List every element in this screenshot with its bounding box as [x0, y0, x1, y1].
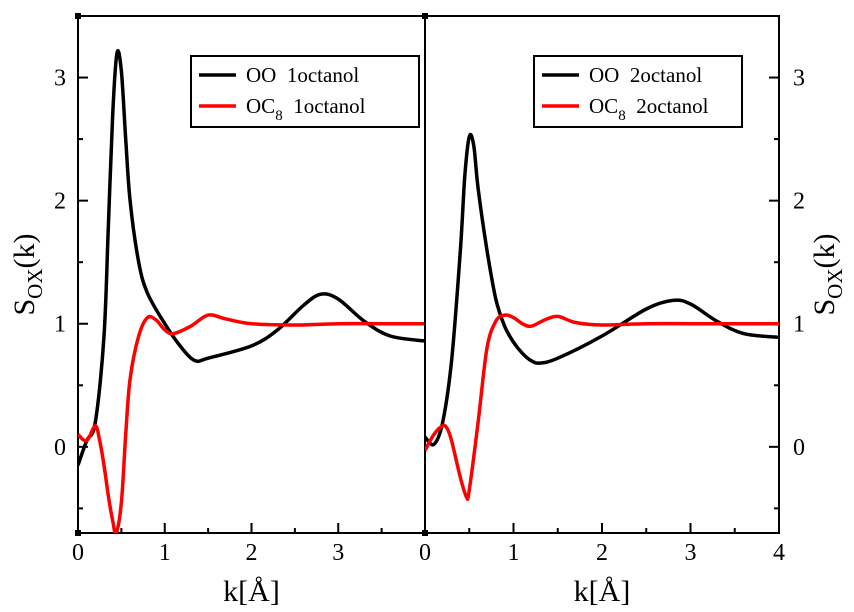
x-tick-label: 1: [159, 540, 171, 566]
x-tick-label: 3: [685, 540, 697, 566]
x-tick-label: 0: [72, 540, 84, 566]
y-tick-label: 2: [54, 189, 66, 215]
legend-label-tail: 2octanol: [619, 63, 702, 87]
x-tick-label: 3: [332, 540, 344, 566]
y-axis-label: SOX(k): [8, 233, 47, 315]
legend-label-main: OO: [246, 63, 276, 87]
y-tick-label: 1: [793, 312, 805, 338]
legend-box: [190, 55, 420, 128]
legend-label: OO 1octanol: [246, 63, 359, 87]
legend-label: OC8 2octanol: [589, 94, 709, 124]
y-tick-label: 2: [793, 189, 805, 215]
x-tick-label: 2: [596, 540, 608, 566]
series-line-oo: [78, 48, 425, 466]
x-tick-label: 4: [773, 540, 785, 566]
x-tick-label: 0: [419, 540, 431, 566]
series-line-oo: [425, 132, 779, 447]
y-axis-label: SOX(k): [808, 233, 847, 315]
legend-label-main: OO: [589, 63, 619, 87]
y-tick-label: 3: [54, 66, 66, 92]
x-tick-label: 2: [246, 540, 258, 566]
x-tick-label: 1: [508, 540, 520, 566]
y-tick-label: 3: [793, 66, 805, 92]
legend-label-tail: 2octanol: [626, 94, 709, 118]
legend-label-tail: 1octanol: [276, 63, 359, 87]
legend-label-tail: 1octanol: [283, 94, 366, 118]
x-axis-label: k[Å]: [574, 575, 631, 608]
y-tick-label: 1: [54, 312, 66, 338]
legend-label-sub: 8: [618, 108, 626, 124]
legend-label-sub: 8: [275, 108, 283, 124]
series-line-oc: [425, 313, 779, 501]
legend-label-main: OC: [589, 94, 618, 118]
legend-label: OO 2octanol: [589, 63, 702, 87]
x-axis-label: k[Å]: [223, 575, 280, 608]
series-line-oc: [78, 313, 425, 533]
y-tick-label: 0: [793, 435, 805, 461]
legend-label-main: OC: [246, 94, 275, 118]
y-tick-label: 0: [54, 435, 66, 461]
legend-label: OC8 1octanol: [246, 94, 366, 124]
legend-box: [533, 55, 743, 128]
